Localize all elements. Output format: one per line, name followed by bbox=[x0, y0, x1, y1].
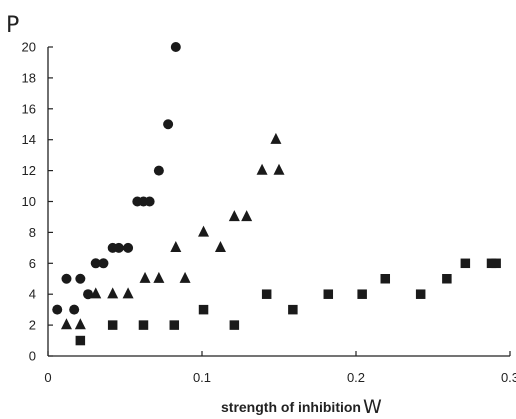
data-point-circle bbox=[69, 304, 80, 315]
data-point-triangle bbox=[256, 163, 268, 175]
data-point-square bbox=[357, 289, 367, 299]
y-tick-label: 8 bbox=[29, 225, 36, 240]
data-point-square bbox=[198, 304, 209, 315]
x-axis-title-text: strength of inhibition bbox=[221, 399, 361, 415]
y-tick-label: 0 bbox=[29, 349, 36, 364]
data-point-square bbox=[415, 289, 426, 299]
data-point-triangle bbox=[90, 287, 102, 299]
y-tick-label: 6 bbox=[29, 256, 36, 271]
data-point-triangle bbox=[153, 271, 165, 283]
data-point-circle bbox=[90, 258, 101, 269]
data-point-triangle bbox=[273, 163, 285, 175]
x-tick-label: 0.1 bbox=[193, 370, 211, 385]
data-point-triangle bbox=[107, 287, 119, 299]
data-point-triangle bbox=[179, 271, 191, 283]
data-point-square bbox=[75, 335, 86, 346]
data-point-circle bbox=[113, 242, 124, 253]
data-marks bbox=[52, 42, 501, 346]
data-point-triangle bbox=[170, 241, 182, 253]
data-point-triangle bbox=[60, 318, 72, 330]
data-point-square bbox=[229, 320, 240, 330]
data-point-triangle bbox=[228, 210, 240, 222]
x-axis-title: strength of inhibition bbox=[221, 399, 361, 415]
data-point-triangle bbox=[270, 132, 282, 144]
data-point-square bbox=[380, 274, 391, 284]
x-tick-label: 0.3 bbox=[501, 370, 516, 385]
y-tick-label: 18 bbox=[22, 70, 36, 85]
data-point-circle bbox=[52, 304, 63, 315]
y-tick-label: 14 bbox=[22, 132, 36, 147]
data-point-square bbox=[323, 289, 334, 299]
data-point-circle bbox=[75, 273, 86, 284]
y-tick-label: 12 bbox=[22, 163, 36, 178]
y-tick-label: 2 bbox=[29, 318, 36, 333]
data-point-circle bbox=[170, 42, 181, 52]
data-point-circle bbox=[98, 258, 109, 269]
data-point-triangle bbox=[241, 210, 253, 222]
y-tick-label: 20 bbox=[22, 40, 36, 55]
data-point-square bbox=[169, 320, 180, 330]
y-axis-title: P bbox=[6, 13, 19, 38]
data-point-square bbox=[261, 289, 272, 299]
data-point-circle bbox=[83, 289, 94, 300]
y-tick-label: 10 bbox=[22, 194, 36, 209]
x-tick-label: 0 bbox=[44, 370, 51, 385]
data-point-circle bbox=[153, 165, 164, 176]
y-tick-labels: 0 2 4 6 8 10 12 14 16 18 20 bbox=[22, 40, 36, 364]
data-point-circle bbox=[123, 242, 134, 253]
data-point-square bbox=[460, 258, 471, 269]
data-point-square bbox=[107, 320, 118, 330]
axes bbox=[47, 46, 511, 357]
data-point-square bbox=[442, 274, 452, 284]
x-tick-labels: 0 0.1 0.2 0.3 bbox=[44, 370, 516, 385]
data-point-triangle bbox=[214, 241, 226, 253]
data-point-triangle bbox=[139, 271, 151, 283]
data-point-circle bbox=[163, 119, 174, 130]
data-point-square bbox=[138, 320, 149, 330]
y-tick-label: 16 bbox=[22, 101, 36, 116]
y-tick-label: 4 bbox=[29, 287, 36, 302]
x-tick-label: 0.2 bbox=[347, 370, 365, 385]
data-point-square bbox=[288, 304, 298, 315]
data-point-triangle bbox=[198, 225, 210, 237]
data-point-circle bbox=[144, 196, 155, 207]
x-axis-title-symbol: W bbox=[363, 396, 382, 418]
data-point-triangle bbox=[122, 287, 134, 299]
data-point-triangle bbox=[74, 318, 86, 330]
data-point-square bbox=[491, 258, 501, 269]
data-point-circle bbox=[61, 273, 72, 284]
